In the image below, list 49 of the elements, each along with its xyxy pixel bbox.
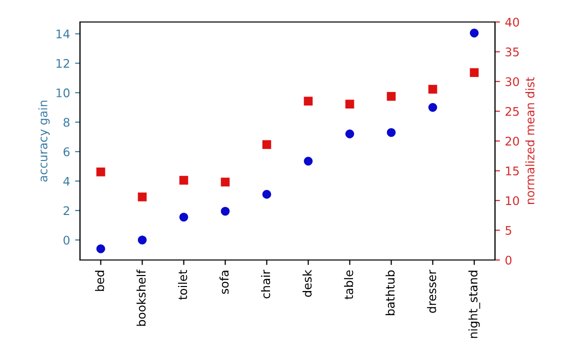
- point: [345, 100, 354, 108]
- point: [138, 192, 147, 202]
- y2-tick-label: 20: [506, 136, 519, 146]
- point: [220, 178, 230, 186]
- y-tick-label: 0: [64, 236, 70, 245]
- y2-tick-label: 25: [506, 106, 519, 116]
- y-tick-label: 12: [56, 58, 70, 68]
- y2-tick-label: 10: [506, 196, 519, 206]
- y2-tick-label: 30: [506, 77, 519, 86]
- point: [470, 28, 479, 38]
- x-tick-label: desk: [302, 270, 312, 297]
- point: [386, 128, 396, 137]
- y-tick-label: 10: [56, 88, 70, 98]
- y2-tick-label: 5: [506, 226, 512, 235]
- y2-tick-label: 35: [506, 47, 519, 56]
- y-tick-label: 2: [64, 206, 70, 215]
- point: [386, 92, 396, 101]
- x-tick-label: chair: [261, 270, 270, 298]
- point: [138, 236, 147, 244]
- x-tick-label: bathtub: [386, 270, 395, 316]
- point: [220, 206, 230, 216]
- x-tick-label: bookshelf: [136, 270, 146, 326]
- y-tick-label: 4: [63, 176, 70, 186]
- y2-tick-label: 0: [506, 256, 512, 265]
- y2-axis-title: normalized mean dist: [525, 77, 534, 204]
- point: [96, 168, 106, 176]
- point: [428, 103, 438, 112]
- y-tick-label: 8: [64, 118, 70, 127]
- point: [262, 190, 272, 199]
- point: [179, 212, 188, 222]
- point: [179, 176, 188, 185]
- x-tick-label: bed: [95, 270, 104, 291]
- point: [428, 84, 438, 94]
- x-tick-label: dresser: [427, 270, 436, 313]
- point: [262, 140, 272, 149]
- x-tick-label: toilet: [178, 270, 188, 300]
- point: [304, 156, 313, 166]
- y-tick-label: 14: [56, 30, 70, 38]
- y-tick-label: 6: [64, 147, 70, 156]
- point: [304, 96, 313, 106]
- x-tick-label: night_stand: [468, 270, 480, 338]
- point: [96, 244, 106, 254]
- y2-tick-label: 15: [506, 166, 519, 176]
- x-tick-label: sofa: [220, 270, 229, 294]
- y-axis-title: accuracy gain: [38, 100, 50, 182]
- y2-tick-label: 40: [505, 18, 519, 27]
- point: [470, 68, 479, 77]
- point: [345, 130, 354, 138]
- x-tick-label: table: [344, 270, 354, 300]
